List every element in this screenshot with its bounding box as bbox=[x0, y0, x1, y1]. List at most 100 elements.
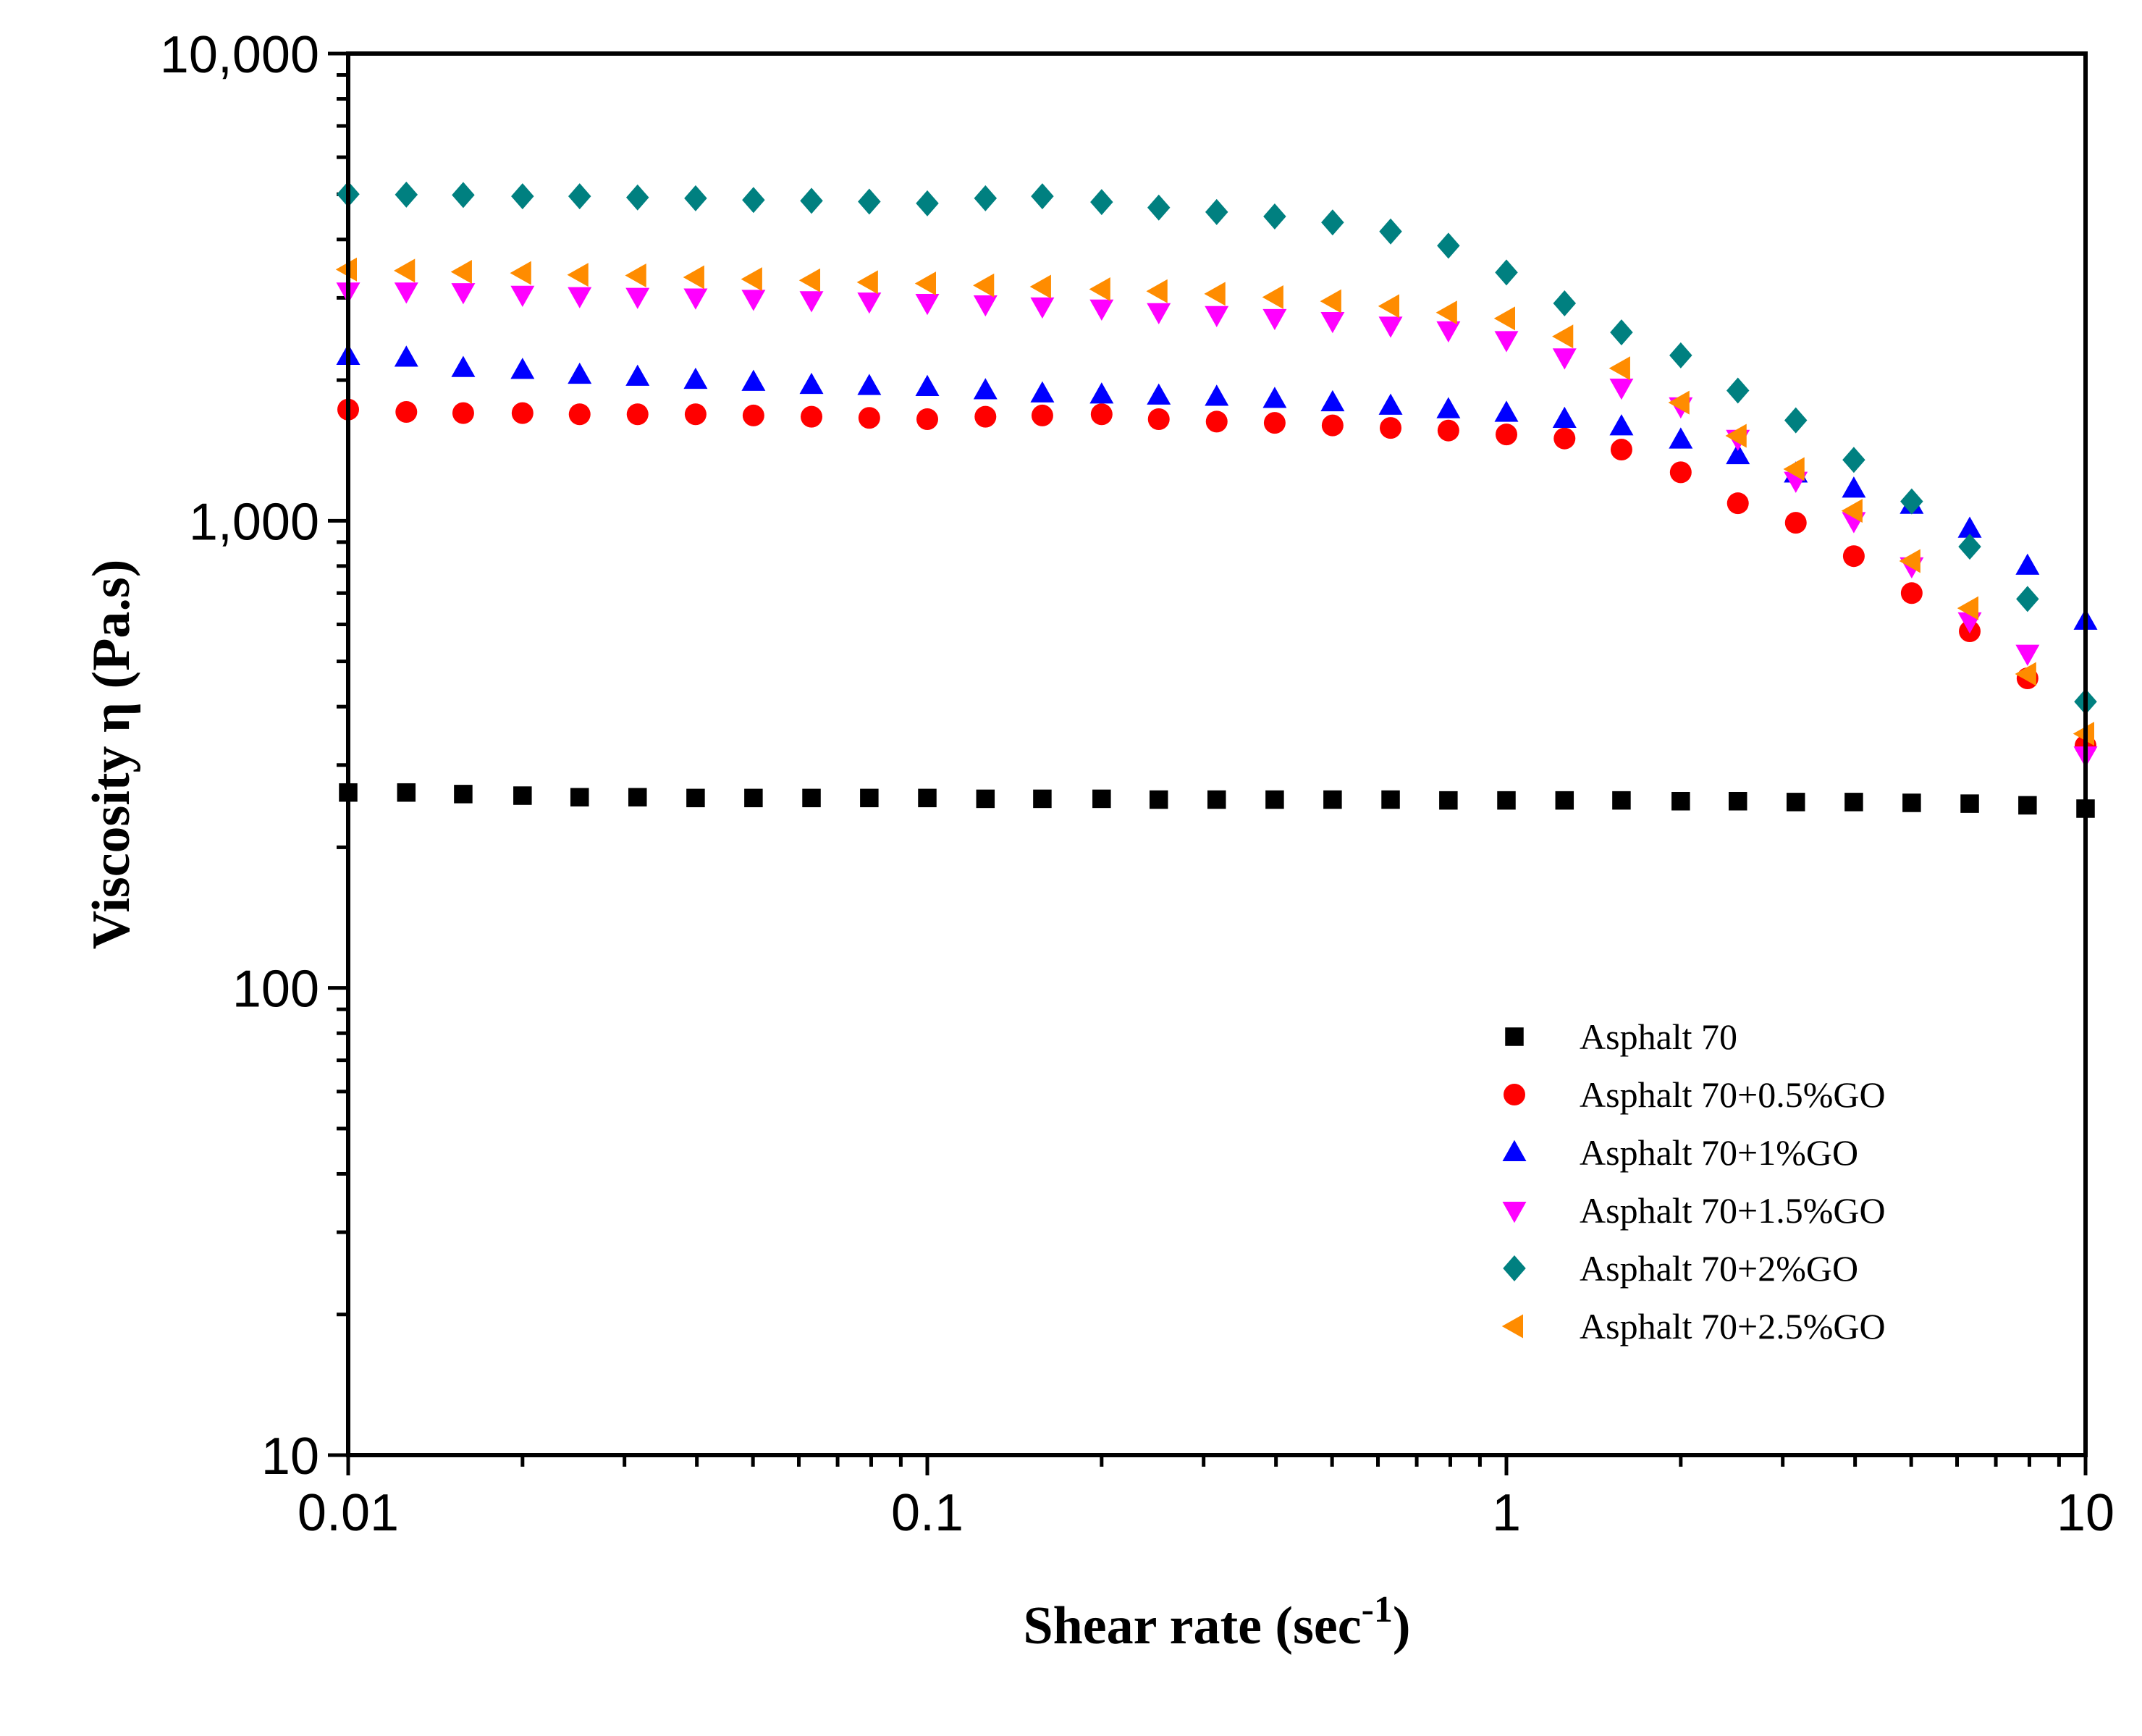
data-point bbox=[1552, 348, 1577, 370]
data-point bbox=[802, 788, 821, 808]
data-point bbox=[1436, 397, 1461, 418]
data-point bbox=[742, 187, 765, 214]
data-point bbox=[1495, 259, 1518, 286]
data-point bbox=[1900, 488, 1923, 515]
data-point bbox=[452, 182, 475, 208]
data-point bbox=[1502, 1139, 1527, 1161]
y-tick-label: 10 bbox=[261, 1428, 319, 1486]
data-point bbox=[1784, 512, 1807, 534]
legend-label: Asphalt 70+1%GO bbox=[1580, 1132, 1858, 1173]
data-point bbox=[1439, 791, 1458, 810]
data-point bbox=[394, 345, 418, 367]
data-point bbox=[741, 369, 766, 391]
data-point bbox=[1899, 549, 1920, 573]
data-point bbox=[1960, 794, 1979, 813]
data-point bbox=[1958, 534, 1981, 560]
data-point bbox=[1031, 404, 1053, 426]
data-point bbox=[973, 295, 998, 317]
data-point bbox=[974, 405, 997, 428]
data-point bbox=[568, 362, 592, 384]
data-point bbox=[683, 367, 708, 389]
x-tick-label: 10 bbox=[2057, 1484, 2114, 1542]
data-point bbox=[2018, 796, 2037, 815]
data-point bbox=[974, 185, 998, 211]
data-point bbox=[858, 188, 881, 215]
data-point bbox=[1726, 377, 1750, 404]
plot-frame bbox=[346, 51, 2088, 1457]
plot-data bbox=[335, 181, 2098, 818]
data-point bbox=[1842, 476, 1866, 498]
data-point bbox=[394, 282, 418, 304]
data-point bbox=[451, 355, 476, 377]
data-point bbox=[395, 181, 418, 208]
x-axis-title-main: Shear rate (sec bbox=[1023, 1596, 1361, 1656]
data-point bbox=[451, 283, 476, 305]
data-point bbox=[1552, 324, 1574, 349]
data-point bbox=[1263, 412, 1286, 434]
data-point bbox=[1504, 1084, 1525, 1105]
data-point bbox=[1783, 457, 1805, 481]
data-point bbox=[2015, 662, 2036, 686]
data-point bbox=[510, 261, 531, 285]
data-point bbox=[1381, 790, 1400, 809]
data-point bbox=[625, 364, 650, 386]
y-tick-label: 100 bbox=[232, 961, 319, 1019]
legend-label: Asphalt 70+2%GO bbox=[1580, 1248, 1858, 1289]
data-point bbox=[1671, 791, 1690, 811]
data-point bbox=[1501, 1314, 1523, 1339]
data-point bbox=[973, 378, 998, 400]
data-point bbox=[1497, 791, 1516, 810]
data-point bbox=[1205, 410, 1228, 433]
legend-entry: Asphalt 70 bbox=[1505, 1016, 1737, 1057]
data-point bbox=[454, 785, 473, 804]
data-point bbox=[1089, 382, 1114, 404]
data-point bbox=[1555, 791, 1574, 810]
legend-label: Asphalt 70 bbox=[1580, 1016, 1737, 1057]
data-point bbox=[625, 184, 649, 211]
data-point bbox=[1496, 424, 1517, 446]
data-point bbox=[741, 267, 762, 292]
data-point bbox=[570, 788, 589, 806]
legend-entry: Asphalt 70+1%GO bbox=[1502, 1132, 1858, 1173]
data-point bbox=[800, 187, 823, 214]
data-point bbox=[1553, 290, 1577, 317]
data-point bbox=[1092, 789, 1111, 809]
legend-label: Asphalt 70+1.5%GO bbox=[1580, 1190, 1886, 1231]
data-point bbox=[1321, 209, 1344, 236]
data-point bbox=[684, 185, 707, 211]
data-point bbox=[1147, 194, 1171, 221]
data-point bbox=[915, 374, 940, 397]
data-point bbox=[1090, 403, 1113, 426]
data-point bbox=[1090, 189, 1113, 216]
data-point bbox=[626, 403, 649, 426]
data-point bbox=[1494, 331, 1519, 353]
data-point bbox=[1147, 383, 1171, 405]
data-point bbox=[2016, 586, 2039, 612]
data-point bbox=[1668, 390, 1690, 415]
data-point bbox=[1505, 1027, 1524, 1046]
legend-label: Asphalt 70+2.5%GO bbox=[1580, 1306, 1886, 1347]
data-point bbox=[915, 294, 940, 316]
data-point bbox=[1262, 387, 1287, 408]
data-point bbox=[799, 291, 824, 313]
data-point bbox=[510, 285, 535, 308]
data-point bbox=[1030, 381, 1055, 403]
data-point bbox=[1728, 791, 1747, 811]
legend-entry: Asphalt 70+1.5%GO bbox=[1502, 1190, 1886, 1231]
data-point bbox=[918, 788, 937, 808]
data-point bbox=[683, 265, 704, 290]
data-point bbox=[628, 788, 647, 806]
data-point bbox=[1842, 447, 1865, 473]
data-point bbox=[452, 402, 474, 424]
data-point bbox=[856, 270, 878, 295]
data-point bbox=[1841, 499, 1863, 523]
y-axis-title: Viscosity η (Pa.s) bbox=[82, 560, 141, 950]
data-point bbox=[976, 789, 995, 809]
data-point bbox=[1205, 198, 1228, 225]
data-point bbox=[973, 273, 995, 298]
data-point bbox=[394, 258, 416, 283]
data-point bbox=[1842, 545, 1865, 568]
data-point bbox=[1786, 793, 1805, 812]
data-point bbox=[1725, 424, 1747, 448]
